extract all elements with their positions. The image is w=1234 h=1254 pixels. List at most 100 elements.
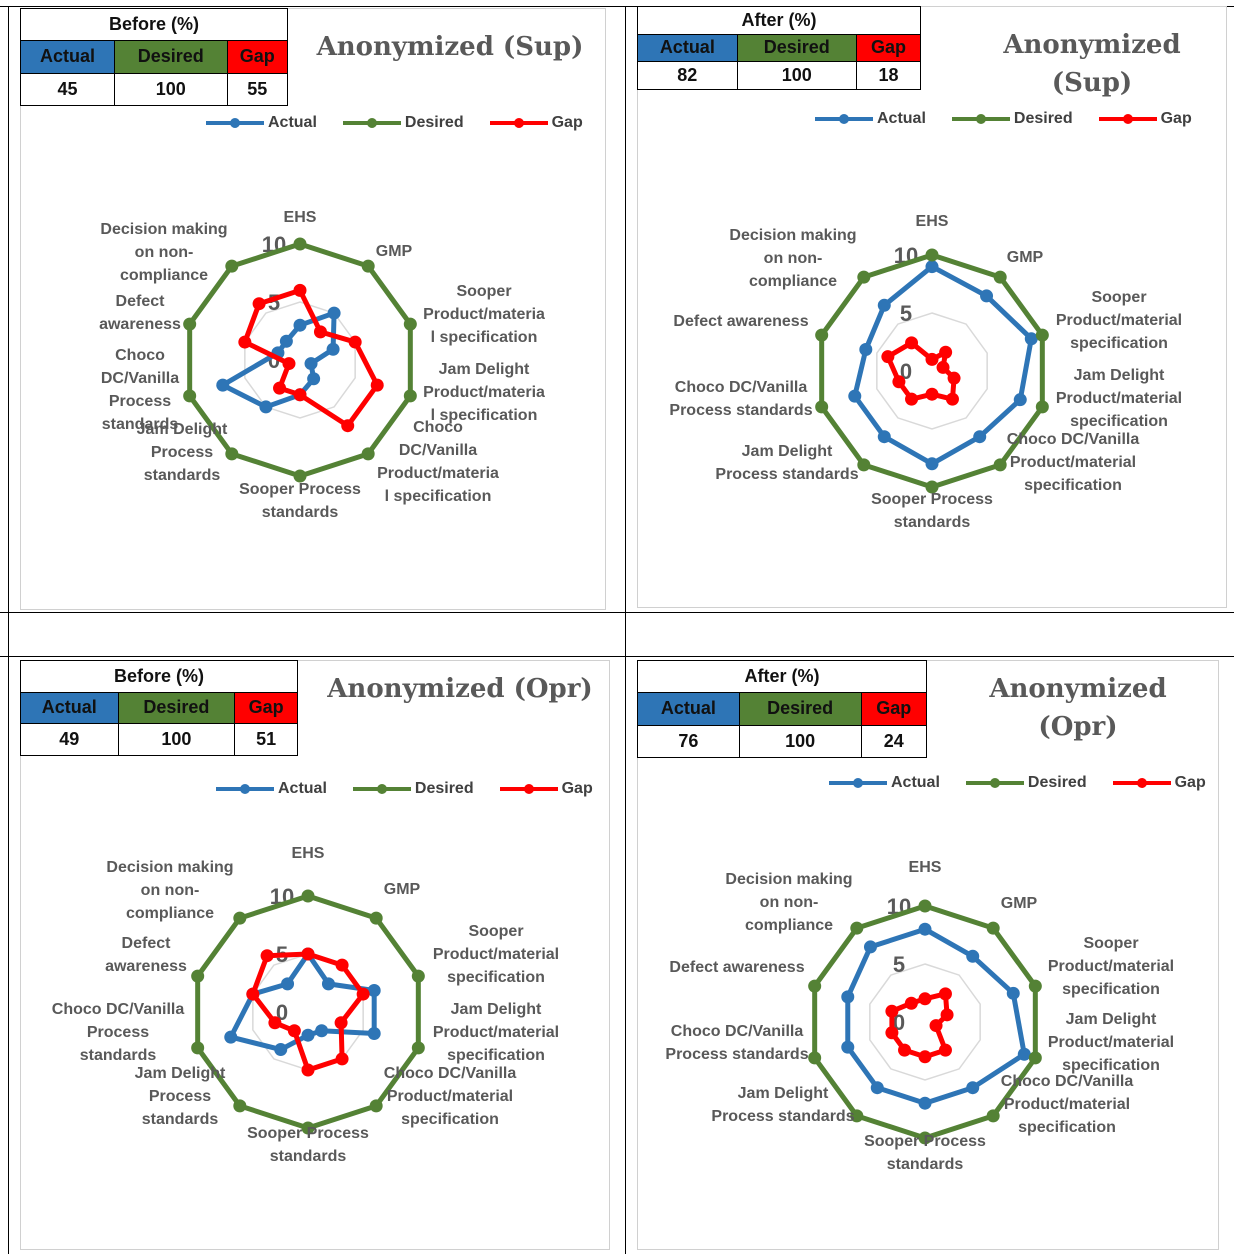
chart-title: Anonymized (Opr)	[989, 674, 1167, 742]
series-line-desired	[819, 252, 1045, 490]
data-point-gap	[925, 387, 939, 401]
score-table: After (%) Actual Desired Gap 76 100 24	[637, 659, 928, 759]
grid-line-mid-2	[0, 656, 1234, 657]
data-point-actual	[367, 1027, 381, 1041]
data-point-actual	[870, 1081, 884, 1095]
category-label: Jam Delight Process standards	[715, 443, 858, 483]
data-point-desired	[1028, 1051, 1042, 1065]
data-point-actual	[1013, 393, 1027, 407]
legend-item-gap: Gap	[1112, 774, 1206, 792]
category-label: Jam Delight Product/materia l specificatio…	[423, 361, 545, 424]
data-point-gap	[273, 381, 287, 395]
data-point-actual	[326, 342, 340, 356]
data-point-gap	[334, 1016, 348, 1030]
score-column-actual: Actual	[637, 33, 738, 63]
data-point-actual	[304, 357, 318, 371]
data-point-desired	[191, 1041, 205, 1055]
legend-label: Gap	[1174, 774, 1206, 791]
grid-line-top	[0, 6, 1234, 7]
chart-panel-sup-before: Before (%) Actual Desired Gap 45 100 55 Anonymi…	[19, 7, 606, 610]
data-point-actual	[307, 372, 321, 386]
chart-title: Anonymized (Opr)	[327, 674, 593, 704]
axis-tick-label: 5	[900, 301, 912, 326]
data-point-actual	[259, 400, 273, 414]
chart-area	[637, 660, 1219, 1250]
data-point-actual	[859, 342, 873, 356]
data-point-actual	[848, 389, 862, 403]
data-point-desired	[850, 921, 864, 935]
legend-item-desired: Desired	[965, 774, 1087, 792]
legend-item-gap: Gap	[489, 114, 583, 132]
data-point-gap	[898, 1043, 912, 1057]
data-point-actual	[1017, 1047, 1031, 1061]
data-point-desired	[857, 458, 871, 472]
data-point-gap	[348, 335, 362, 349]
category-label: Sooper Product/material specification	[433, 923, 559, 986]
category-label: Choco DC/Vanilla Process standards	[665, 1023, 808, 1063]
score-value-actual: 76	[637, 724, 740, 759]
category-label: Choco DC/Vanilla Product/material specific…	[1007, 431, 1140, 494]
score-column-desired: Desired	[114, 40, 228, 74]
data-point-gap	[940, 1008, 954, 1022]
legend-swatch-desired	[965, 778, 1024, 788]
data-point-gap	[246, 987, 260, 1001]
grid-ring	[869, 963, 981, 1081]
data-point-actual	[327, 306, 341, 320]
chart-title: Anonymized (Sup)	[316, 32, 584, 62]
legend-label: Actual	[278, 780, 327, 797]
data-point-desired	[925, 480, 939, 494]
legend-item-gap: Gap	[499, 780, 593, 798]
grid-line-center	[625, 6, 626, 1254]
legend-swatch-actual	[829, 778, 887, 788]
data-point-gap	[939, 345, 953, 359]
legend-label: Actual	[891, 774, 940, 791]
legend: Actual Desired Gap	[206, 114, 583, 132]
legend-swatch-desired	[951, 114, 1010, 124]
category-label: Sooper Process standards	[239, 481, 361, 521]
data-point-gap	[287, 1024, 301, 1038]
grid-ring	[244, 301, 356, 419]
data-point-gap	[938, 987, 952, 1001]
score-table-header: Before (%)	[20, 660, 298, 693]
data-point-gap	[293, 283, 307, 297]
legend-swatch-actual	[216, 784, 274, 794]
series-line-desired	[195, 893, 421, 1131]
data-point-actual	[1024, 332, 1038, 346]
score-value-gap: 55	[226, 72, 289, 107]
data-point-desired	[361, 447, 375, 461]
score-value-gap: 18	[855, 61, 922, 90]
data-point-desired	[411, 969, 425, 983]
score-column-desired: Desired	[738, 692, 862, 726]
score-table: Before (%) Actual Desired Gap 49 100 51	[20, 660, 298, 756]
data-point-gap	[341, 419, 355, 433]
data-point-desired	[411, 1041, 425, 1055]
data-point-gap	[282, 357, 296, 371]
data-point-gap	[252, 297, 266, 311]
legend-swatch-desired	[352, 784, 411, 794]
score-value-actual: 49	[20, 723, 119, 756]
series-line-desired	[187, 241, 413, 479]
data-point-gap	[881, 350, 895, 364]
axis-tick-label: 5	[893, 952, 905, 977]
legend-label: Actual	[268, 114, 317, 131]
data-point-actual	[274, 1043, 288, 1057]
category-label: Choco DC/Vanilla Product/materia l specific…	[377, 419, 499, 505]
data-point-desired	[918, 1131, 932, 1145]
legend-label: Gap	[551, 114, 583, 131]
grid-line-mid-1	[0, 612, 1234, 613]
category-label: Choco DC/Vanilla Process standards	[101, 347, 179, 433]
category-label: Sooper Product/material specification	[1056, 289, 1182, 352]
data-point-gap	[905, 336, 919, 350]
data-point-gap	[945, 392, 959, 406]
data-point-desired	[918, 899, 932, 913]
legend-swatch-gap	[1098, 114, 1157, 124]
data-point-gap	[947, 371, 961, 385]
score-table-header: After (%)	[637, 6, 921, 35]
data-point-actual	[966, 1081, 980, 1095]
category-label: Decision making on non-compliance	[729, 227, 856, 290]
data-point-desired	[403, 389, 417, 403]
data-point-desired	[850, 1109, 864, 1123]
data-point-gap	[892, 375, 906, 389]
category-label: Sooper Process standards	[864, 1133, 986, 1173]
